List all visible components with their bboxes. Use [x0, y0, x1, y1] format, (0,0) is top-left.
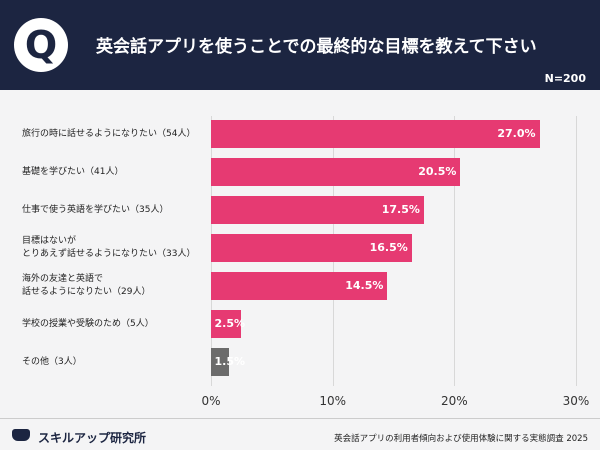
header: Q 英会話アプリを使うことでの最終的な目標を教えて下さい N=200: [0, 0, 600, 90]
x-tick-label: 10%: [319, 394, 346, 408]
bar: [211, 234, 412, 262]
value-label: 20.5%: [418, 165, 457, 178]
category-label: 基礎を学びたい（41人）: [22, 166, 124, 177]
x-tick-label: 0%: [201, 394, 221, 408]
category-label: 目標はないが とりあえず話せるようになりたい（33人）: [22, 236, 196, 259]
grid-line: [576, 116, 577, 386]
value-label: 17.5%: [381, 203, 420, 216]
x-tick-label: 30%: [562, 394, 590, 408]
brand-icon: [12, 429, 30, 441]
value-label: 16.5%: [369, 241, 408, 254]
category-label: その他（3人）: [22, 356, 82, 367]
category-label: 旅行の時に話せるようになりたい（54人）: [22, 128, 196, 139]
title: 英会話アプリを使うことでの最終的な目標を教えて下さい: [96, 37, 537, 57]
category-label: 仕事で使う英語を学びたい（35人）: [22, 204, 169, 215]
bar: [211, 120, 540, 148]
bar: [211, 196, 424, 224]
value-label: 14.5%: [345, 279, 384, 292]
bar: [211, 272, 388, 300]
grid-line: [454, 116, 456, 386]
footer: スキルアップ研究所 英会話アプリの利用者傾向および使用体験に関する実態調査 20…: [0, 418, 600, 450]
brand: スキルアップ研究所: [38, 431, 147, 445]
sample-size: N=200: [544, 72, 586, 85]
value-label: 2.5%: [214, 317, 245, 330]
value-label: 27.0%: [497, 127, 536, 140]
x-tick-label: 20%: [440, 394, 468, 408]
bar: [211, 310, 242, 338]
bar: [211, 158, 461, 186]
category-label: 海外の友達と英語で 話せるようになりたい（29人）: [22, 274, 151, 297]
value-label: 1.5%: [214, 355, 245, 368]
bar: [211, 348, 230, 376]
category-label: 学校の授業や受験のため（5人）: [22, 318, 154, 329]
logo: Q: [14, 18, 68, 72]
source: 英会話アプリの利用者傾向および使用体験に関する実態調査 2025: [334, 434, 588, 444]
